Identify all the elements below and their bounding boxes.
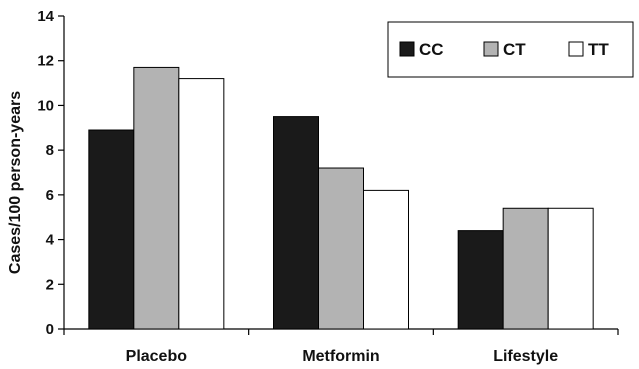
x-category-label: Lifestyle: [493, 348, 558, 365]
y-tick-label: 8: [46, 142, 54, 159]
legend-label-cc: CC: [419, 40, 444, 59]
legend-label-tt: TT: [588, 40, 609, 59]
y-tick-label: 0: [46, 321, 54, 338]
y-tick-label: 14: [37, 8, 54, 25]
bar-tt: [363, 189, 409, 330]
y-tick-label: 2: [46, 276, 54, 293]
y-axis: 0 2 4 6 8 10 12 14: [37, 8, 65, 338]
bar-cc: [273, 116, 319, 330]
y-tick-label: 4: [46, 232, 55, 249]
y-tick-label: 6: [46, 187, 54, 204]
legend-swatch-ct: [483, 41, 499, 57]
legend-box: [387, 21, 634, 78]
y-tick-label: 10: [37, 97, 54, 114]
y-axis-title: Cases/100 person-years: [7, 91, 24, 274]
bar-tt: [178, 78, 225, 330]
x-category-label: Metformin: [302, 348, 379, 365]
legend-swatch-cc: [399, 41, 415, 57]
bar-ct: [133, 66, 180, 330]
legend: CC CT TT: [387, 21, 634, 78]
bar-cc: [457, 230, 504, 330]
legend-swatch-tt: [568, 41, 584, 57]
bar-cc: [88, 129, 135, 330]
bar-tt: [547, 207, 594, 330]
bar-ct: [318, 167, 364, 330]
x-category-label: Placebo: [126, 348, 188, 365]
legend-label-ct: CT: [503, 40, 526, 59]
bar-ct: [502, 207, 549, 330]
bars: [88, 66, 594, 330]
y-tick-label: 12: [37, 53, 54, 70]
x-axis: Placebo Metformin Lifestyle: [63, 328, 619, 365]
